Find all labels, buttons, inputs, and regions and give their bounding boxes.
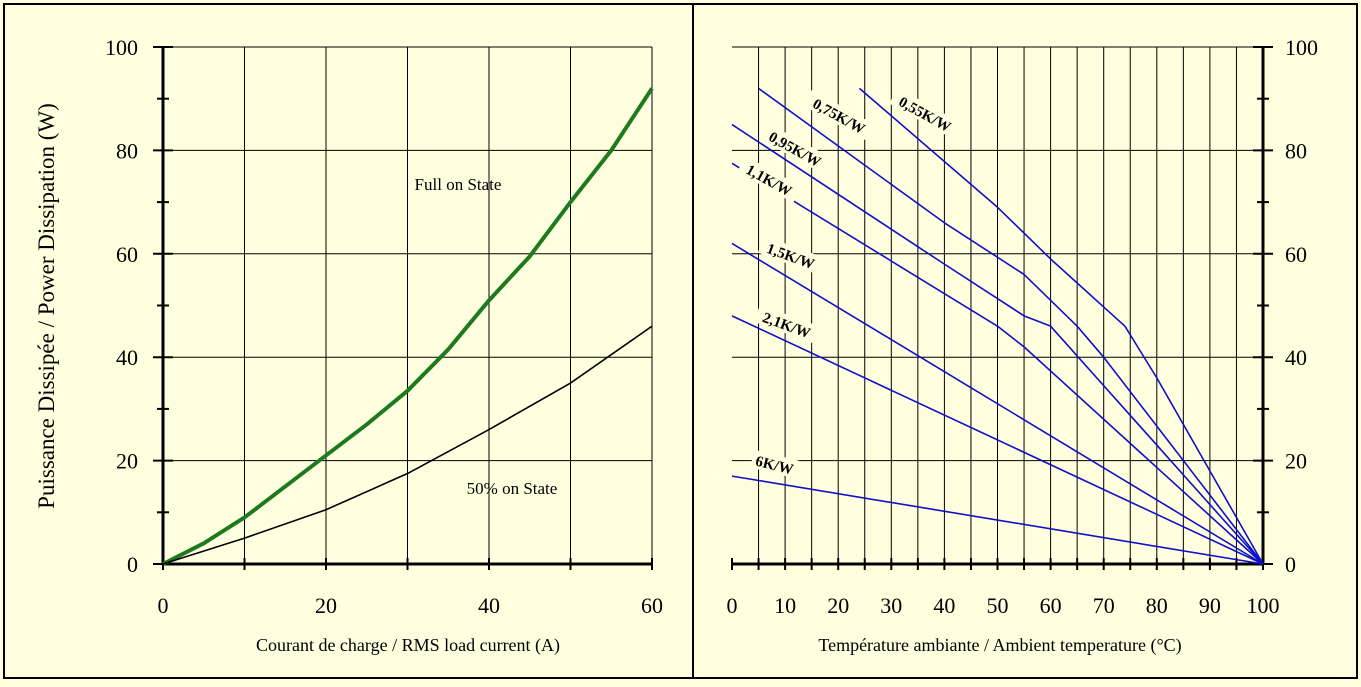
left-panel: 0 20 40 60 80 100 0 20 40 60 Puissance Dissipée /… <box>34 35 663 656</box>
right-y-tick-label: 60 <box>1285 242 1307 267</box>
right-x-tick-label: 70 <box>1093 593 1115 618</box>
derating-curve <box>731 123 1264 565</box>
right-x-tick-label: 100 <box>1247 593 1280 618</box>
derating-label-group: 1,5K/W <box>757 235 825 275</box>
derating-label: 6K/W <box>754 454 795 479</box>
left-x-tick-label: 0 <box>158 593 169 618</box>
left-tick-labels: 0 20 40 60 80 100 0 20 40 60 <box>105 35 663 618</box>
left-x-tick-label: 60 <box>641 593 663 618</box>
right-grid <box>732 46 1264 564</box>
right-x-tick-label: 10 <box>774 593 796 618</box>
left-x-tick-label: 20 <box>315 593 337 618</box>
right-x-tick-label: 40 <box>933 593 955 618</box>
left-x-axis-label: Courant de charge / RMS load current (A) <box>256 635 560 656</box>
left-y-tick-label: 100 <box>105 35 138 60</box>
right-x-tick-label: 80 <box>1146 593 1168 618</box>
derating-label-backing <box>889 87 962 139</box>
half-on-curve <box>162 325 653 565</box>
left-y-axis-label: Puissance Dissipée / Power Dissipation (… <box>34 103 59 509</box>
right-y-tick-label: 20 <box>1285 449 1307 474</box>
derating-label-group: 0,55K/W <box>889 87 962 139</box>
left-y-tick-label: 40 <box>116 345 138 370</box>
derating-label-group: 6K/W <box>750 449 800 479</box>
derating-label-backing <box>753 304 821 344</box>
left-grid <box>163 46 653 564</box>
left-y-tick-label: 80 <box>116 138 138 163</box>
half-on-annotation: 50% on State <box>467 479 558 498</box>
derating-curve <box>731 242 1264 565</box>
derating-curve <box>731 162 1264 565</box>
right-y-tick-label: 0 <box>1285 552 1296 577</box>
full-on-annotation: Full on State <box>415 175 502 194</box>
right-y-tick-label: 100 <box>1285 35 1318 60</box>
right-y-tick-label: 40 <box>1285 345 1307 370</box>
derating-label-backing <box>737 155 802 203</box>
figure-frame <box>3 3 1358 679</box>
right-x-tick-label: 20 <box>827 593 849 618</box>
right-x-tick-label: 0 <box>727 593 738 618</box>
left-x-tick-label: 40 <box>478 593 500 618</box>
right-x-tick-label: 50 <box>987 593 1009 618</box>
left-axes <box>153 46 653 570</box>
right-x-tick-label: 90 <box>1199 593 1221 618</box>
derating-label-backing <box>757 235 825 275</box>
derating-label-group: 2,1K/W <box>753 304 821 344</box>
derating-curve <box>758 87 1264 565</box>
right-axes <box>731 46 1273 570</box>
right-x-tick-label: 30 <box>880 593 902 618</box>
left-y-tick-label: 60 <box>116 242 138 267</box>
right-panel: 0,55K/W0,75K/W0,95K/W1,1K/W1,5K/W2,1K/W6… <box>727 35 1319 656</box>
right-series <box>731 87 1264 565</box>
derating-label-backing <box>759 122 832 174</box>
derating-label: 1,1K/W <box>743 162 794 200</box>
left-y-tick-label: 0 <box>127 552 138 577</box>
derating-label-backing <box>750 449 800 479</box>
left-y-tick-label: 20 <box>116 449 138 474</box>
derating-label-backing <box>803 89 876 141</box>
full-on-curve <box>162 87 654 566</box>
derating-curve <box>731 315 1264 565</box>
left-series <box>162 87 654 566</box>
derating-curve <box>858 87 1264 565</box>
right-x-axis-label: Température ambiante / Ambient temperatu… <box>818 635 1181 656</box>
right-x-tick-label: 60 <box>1040 593 1062 618</box>
right-y-tick-label: 80 <box>1285 138 1307 163</box>
derating-curve <box>731 475 1264 565</box>
